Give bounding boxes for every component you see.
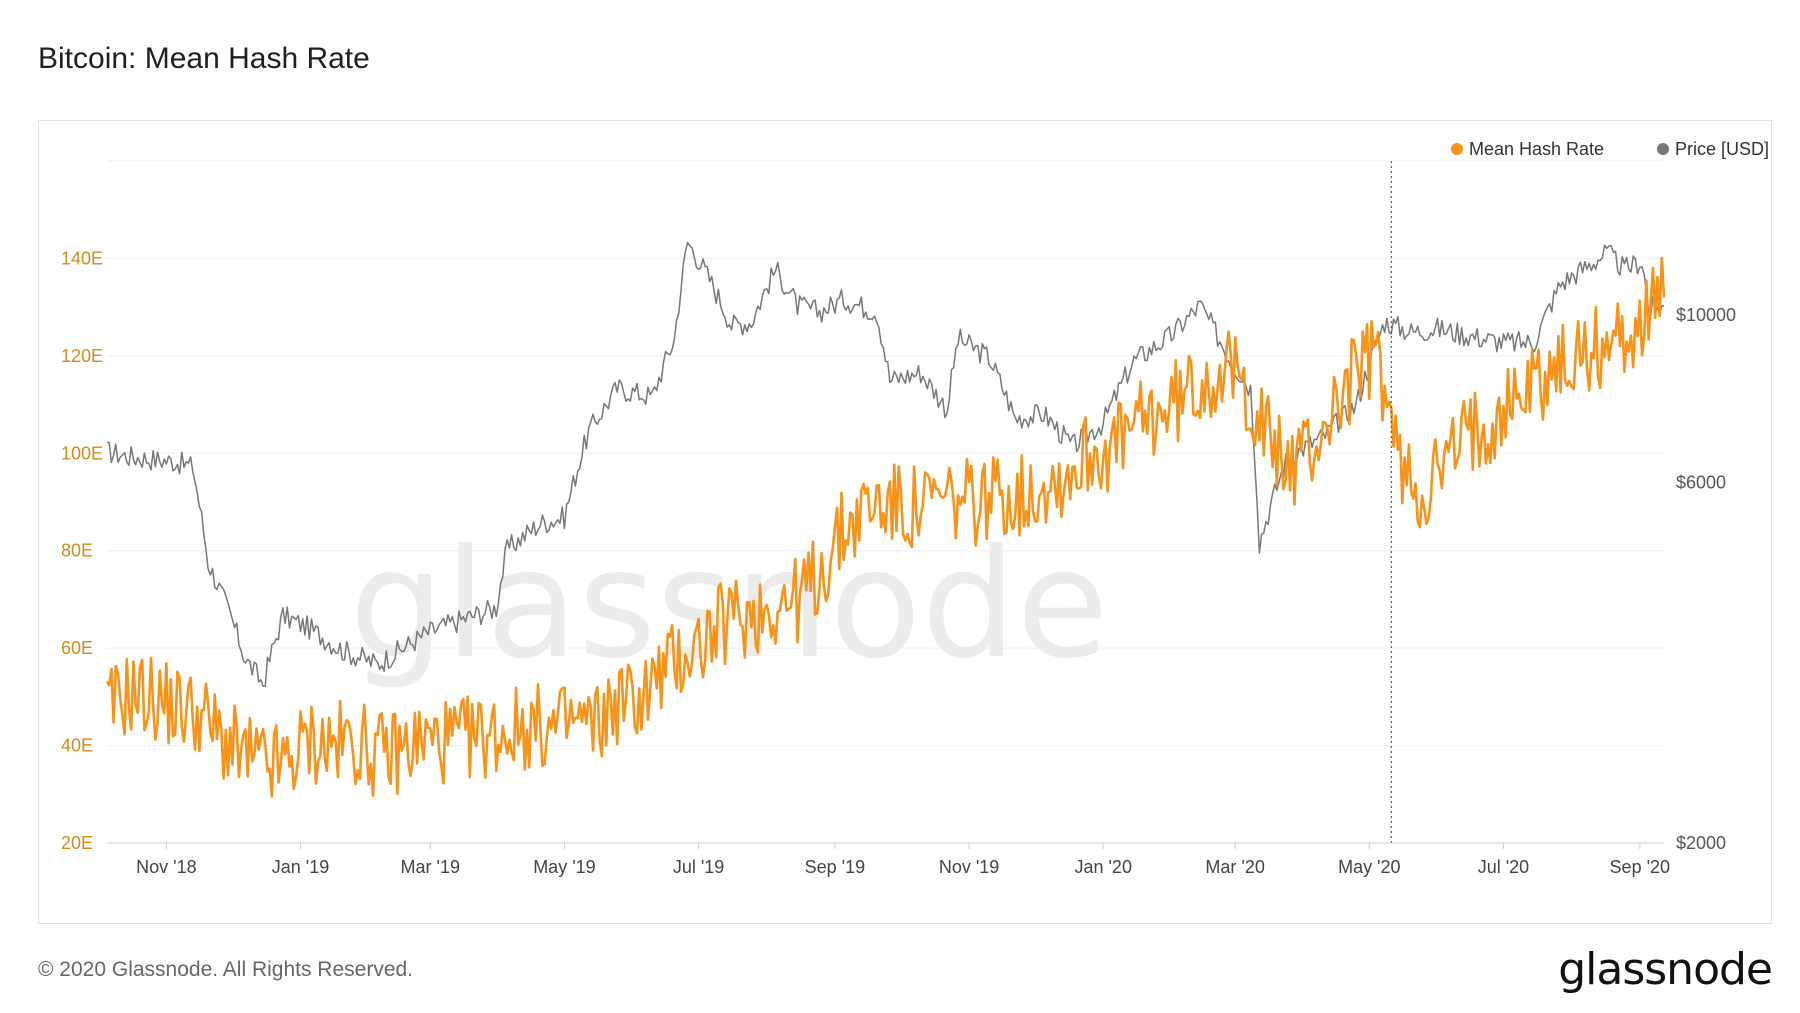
x-tick-label: Jul '19	[673, 857, 724, 877]
chart-svg: glassnode 20E40E60E80E100E120E140E$2000$…	[61, 139, 1769, 877]
series-line-mean-hash-rate	[105, 256, 1666, 798]
x-tick-label: May '19	[533, 857, 595, 877]
x-tick-label: Sep '20	[1610, 857, 1671, 877]
x-tick-label: Nov '18	[136, 857, 196, 877]
x-tick-label: Nov '19	[939, 857, 999, 877]
y-left-tick-label: 60E	[61, 638, 93, 658]
axis-layer: 20E 40E 60E 80E 100E 120E 140E $2000 $6000 $10000…	[61, 248, 1736, 877]
y-left-tick-label: 20E	[61, 833, 93, 853]
x-tick-label: Jul '20	[1478, 857, 1529, 877]
legend-dot	[1657, 143, 1669, 155]
legend: Mean Hash Rate Price [USD]	[1451, 139, 1769, 159]
chart-frame: glassnode 20E 40E 60E 80E 100E 120E 140E $2000 $…	[38, 120, 1772, 924]
y-left-tick-label: 100E	[61, 443, 103, 463]
legend-item[interactable]: Price [USD]	[1657, 139, 1769, 159]
series-line-price	[106, 241, 1665, 688]
y-left-tick-label: 120E	[61, 346, 103, 366]
y-left-tick-label: 140E	[61, 248, 103, 268]
y-right-tick-label: $10000	[1676, 305, 1736, 325]
y-right-tick-label: $6000	[1676, 473, 1726, 493]
legend-label: Mean Hash Rate	[1469, 139, 1604, 159]
legend-dot	[1451, 143, 1463, 155]
x-tick-label: Mar '20	[1205, 857, 1264, 877]
footer-copyright: © 2020 Glassnode. All Rights Reserved.	[38, 958, 414, 981]
x-tick-label: Jan '19	[272, 857, 329, 877]
x-tick-label: May '20	[1338, 857, 1400, 877]
price-layer	[106, 241, 1665, 688]
chart-title: Bitcoin: Mean Hash Rate	[38, 42, 370, 75]
x-tick-label: Jan '20	[1074, 857, 1131, 877]
y-left-tick-label: 40E	[61, 736, 93, 756]
x-tick-label: Sep '19	[805, 857, 866, 877]
y-right-tick-label: $2000	[1676, 833, 1726, 853]
footer-logo[interactable]: glassnode	[1558, 944, 1773, 995]
y-left-tick-label: 80E	[61, 541, 93, 561]
legend-item[interactable]: Mean Hash Rate	[1451, 139, 1604, 159]
legend-label: Price [USD]	[1675, 139, 1769, 159]
hash-layer	[105, 256, 1666, 798]
x-tick-label: Mar '19	[401, 857, 460, 877]
